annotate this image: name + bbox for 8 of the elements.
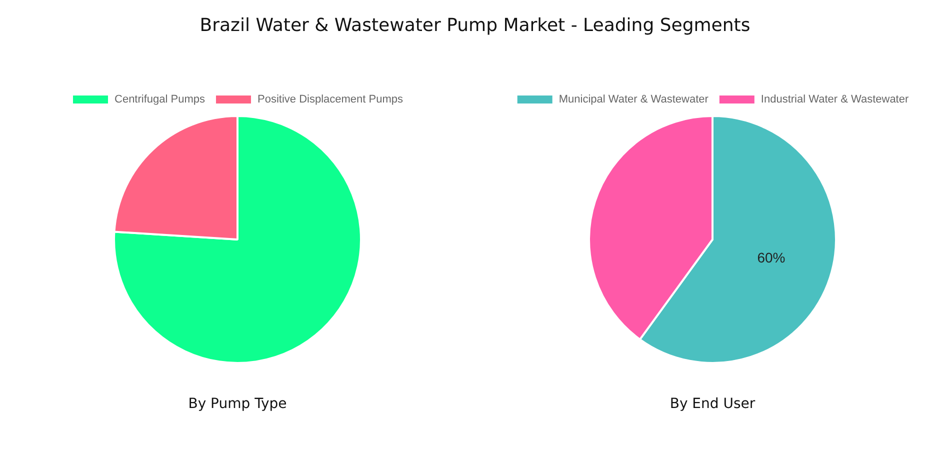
- text: By End User: [668, 396, 756, 412]
- legend-label: Industrial Water & Wastewater: [760, 94, 909, 106]
- text: Brazil Water & Wastewater Pump Market - Leading Segments: [198, 15, 752, 36]
- legend-label: Municipal Water & Wastewater: [558, 94, 709, 106]
- data-label: 60%: [757, 249, 786, 266]
- text: By Pump Type: [187, 396, 288, 412]
- legend-label: Positive Displacement Pumps: [257, 94, 404, 106]
- legend-label: Centrifugal Pumps: [114, 94, 206, 106]
